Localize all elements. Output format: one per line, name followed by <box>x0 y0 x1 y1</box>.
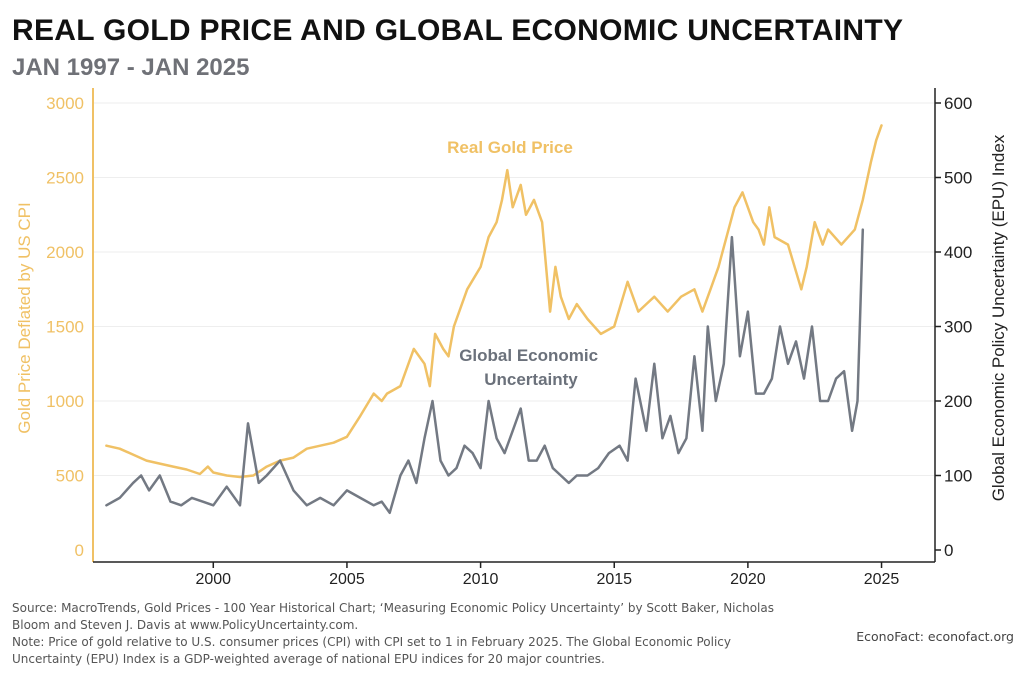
right-tick-label-100: 100 <box>944 467 972 486</box>
credit-line: EconoFact: econofact.org <box>856 629 1014 644</box>
epu-series-label: Global Economic Uncertainty <box>459 346 603 389</box>
x-tick-label-2000: 2000 <box>195 571 231 588</box>
right-y-axis: Global Economic Policy Uncertainty (EPU)… <box>934 88 1008 562</box>
left-tick-label-2000: 2000 <box>46 243 84 262</box>
x-tick-label-2020: 2020 <box>730 571 766 588</box>
right-tick-label-300: 300 <box>944 318 972 337</box>
right-tick-label-0: 0 <box>944 541 953 560</box>
epu-series-label-line-2: Uncertainty <box>484 370 578 389</box>
left-axis-title: Gold Price Deflated by US CPI <box>15 202 34 433</box>
left-tick-label-2500: 2500 <box>46 169 84 188</box>
chart-subtitle: JAN 1997 - JAN 2025 <box>12 54 250 81</box>
real-gold-price-line <box>105 124 883 479</box>
left-tick-label-3000: 3000 <box>46 94 84 113</box>
left-tick-label-500: 500 <box>56 467 84 486</box>
method-note: Note: Price of gold relative to U.S. con… <box>12 635 731 666</box>
epu-series-label-line-1: Global Economic <box>459 346 598 365</box>
x-tick-label-2025: 2025 <box>864 571 900 588</box>
chart-title: REAL GOLD PRICE AND GLOBAL ECONOMIC UNCE… <box>12 14 904 47</box>
series-layer <box>105 124 883 515</box>
global-economic-uncertainty-line <box>105 228 865 515</box>
x-tick-label-2005: 2005 <box>329 571 365 588</box>
right-tick-label-500: 500 <box>944 169 972 188</box>
footer-notes: Source: MacroTrends, Gold Prices - 100 Y… <box>12 600 802 668</box>
right-tick-label-200: 200 <box>944 392 972 411</box>
grid-lines <box>94 102 934 476</box>
dual-axis-line-chart: Gold Price Deflated by US CPI 0500100015… <box>15 88 1008 588</box>
gold-series-label: Real Gold Price <box>447 138 573 157</box>
x-tick-label-2010: 2010 <box>463 571 499 588</box>
source-note: Source: MacroTrends, Gold Prices - 100 Y… <box>12 601 774 632</box>
x-tick-label-2015: 2015 <box>596 571 632 588</box>
right-tick-label-600: 600 <box>944 94 972 113</box>
left-tick-label-1500: 1500 <box>46 318 84 337</box>
left-tick-label-1000: 1000 <box>46 392 84 411</box>
x-axis: 2000 2005 2010 2015 2020 2025 <box>93 561 935 588</box>
left-tick-label-0: 0 <box>75 541 84 560</box>
left-y-axis: Gold Price Deflated by US CPI 0 500 1000 15… <box>15 88 94 562</box>
right-tick-label-400: 400 <box>944 243 972 262</box>
right-axis-title: Global Economic Policy Uncertainty (EPU)… <box>989 134 1008 501</box>
